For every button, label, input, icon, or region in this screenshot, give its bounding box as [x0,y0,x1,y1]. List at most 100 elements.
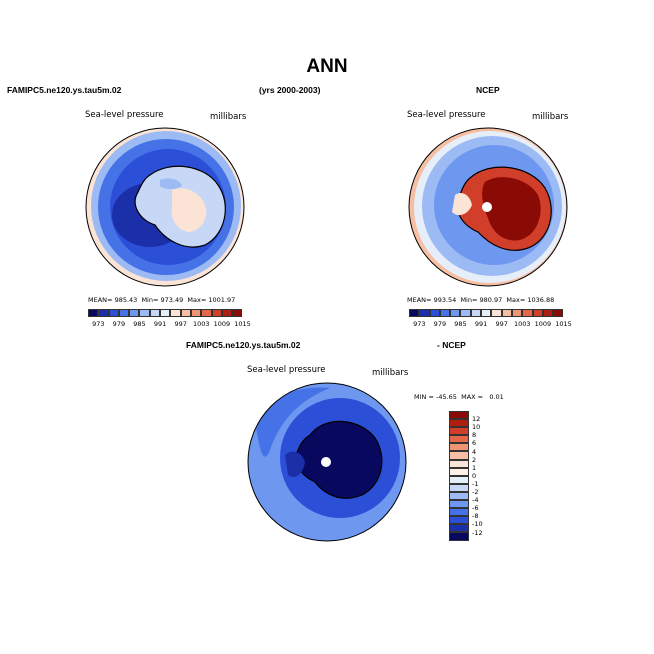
colorbar-cell [449,475,469,484]
colorbar-tick-label: -12 [472,528,483,537]
colorbar-tick-label: 991 [474,320,488,328]
colorbar-tick-label: 1015 [555,320,572,328]
colorbar-cell [409,309,420,317]
colorbar-tick-label: 985 [454,320,467,328]
colorbar-cell [449,500,469,509]
colorbar-tick-label: 2 [472,455,477,464]
left-mean-value: 985.43 [114,296,138,304]
left-max-label: Max= [187,296,207,304]
colorbar-cell [170,309,181,317]
colorbar-cell [449,491,469,501]
diff-case-b: - NCEP [437,340,466,350]
colorbar-cell [190,309,202,317]
left-min-value: 973.49 [160,296,184,304]
left-panel-units: millibars [210,112,247,122]
colorbar-cell [481,309,492,317]
diff-panel-variable: Sea-level pressure [247,365,326,375]
colorbar-cell [129,309,140,317]
diff-case-a: FAMIPC5.ne120.ys.tau5m.02 [186,340,301,350]
colorbar-cell [449,451,469,460]
colorbar-cell [522,309,533,317]
colorbar-cell [118,309,130,317]
colorbar-cell [449,419,469,428]
colorbar-cell [429,309,440,317]
colorbar-tick-label: 12 [472,415,481,424]
colorbar-tick-label: 8 [472,431,477,440]
colorbar-cell [501,309,512,317]
colorbar-cell [511,309,523,317]
colorbar-tick-label: 991 [153,320,167,328]
colorbar-tick-label: -6 [472,504,479,513]
colorbar-tick-label: 1003 [514,320,531,328]
diff-max-label: MAX = [461,393,484,401]
colorbar-cell [449,435,469,444]
colorbar-cell [449,483,469,492]
colorbar-cell [449,524,469,533]
colorbar-cell [139,309,150,317]
right-colorbar [409,309,564,317]
colorbar-cell [221,309,233,317]
colorbar-cell [449,532,469,541]
left-panel-variable: Sea-level pressure [85,110,164,120]
right-min-value: 980.97 [479,296,503,304]
right-min-label: Min= [460,296,478,304]
left-max-value: 1001.97 [208,296,236,304]
left-min-label: Min= [141,296,159,304]
colorbar-tick-label: 1 [472,463,477,472]
right-max-value: 1036.88 [527,296,555,304]
colorbar-tick-label: 10 [472,423,481,432]
colorbar-cell [449,459,469,468]
colorbar-cell [449,427,469,436]
figure-title: ANN [306,56,348,77]
colorbar-tick-label: -4 [472,496,479,505]
colorbar-tick-label: 997 [495,320,508,328]
colorbar-cell [88,309,99,317]
colorbar-cell [449,443,469,452]
left-mean-label: MEAN= [88,296,113,304]
colorbar-cell [98,309,109,317]
colorbar-tick-label: -10 [472,520,483,529]
colorbar-cell [419,309,430,317]
left-panel-stats: MEAN= 985.43 Min= 973.49 Max= 1001.97 [88,296,235,304]
colorbar-tick-label: 997 [174,320,187,328]
colorbar-cell [470,309,482,317]
colorbar-cell [532,309,543,317]
right-panel-variable: Sea-level pressure [407,110,486,120]
colorbar-cell [149,309,161,317]
right-mean-label: MEAN= [407,296,432,304]
colorbar-tick-label: 1015 [234,320,251,328]
colorbar-cell [449,508,469,517]
colorbar-cell [160,309,171,317]
right-panel-stats: MEAN= 993.54 Min= 980.97 Max= 1036.88 [407,296,554,304]
right-panel-case-name: NCEP [476,85,500,95]
left-panel-case-name: FAMIPC5.ne120.ys.tau5m.02 [7,85,122,95]
colorbar-cell [232,309,243,317]
colorbar-cell [450,309,461,317]
diff-min-label: MIN = [414,393,434,401]
colorbar-cell [542,309,554,317]
colorbar-tick-label: 1009 [213,320,231,328]
colorbar-cell [553,309,564,317]
colorbar-cell [460,309,471,317]
colorbar-cell [491,309,502,317]
colorbar-tick-label: 985 [133,320,146,328]
colorbar-tick-label: 1003 [193,320,210,328]
right-panel-units: millibars [532,112,569,122]
diff-panel-stats: MIN = -45.65 MAX = 0.01 [414,393,504,401]
colorbar-tick-label: 979 [433,320,447,328]
colorbar-cell [108,309,119,317]
diff-max-value: 0.01 [489,393,504,401]
colorbar-tick-label: 973 [413,320,426,328]
colorbar-tick-label: -1 [472,479,479,488]
colorbar-tick-label: -8 [472,512,479,521]
diff-panel-units: millibars [372,368,409,378]
colorbar-cell [180,309,191,317]
colorbar-tick-label: 6 [472,439,477,448]
colorbar-cell [449,516,469,525]
period-label: (yrs 2000-2003) [259,85,321,95]
colorbar-tick-label: 979 [112,320,126,328]
left-colorbar [88,309,243,317]
colorbar-tick-label: -2 [472,488,479,496]
